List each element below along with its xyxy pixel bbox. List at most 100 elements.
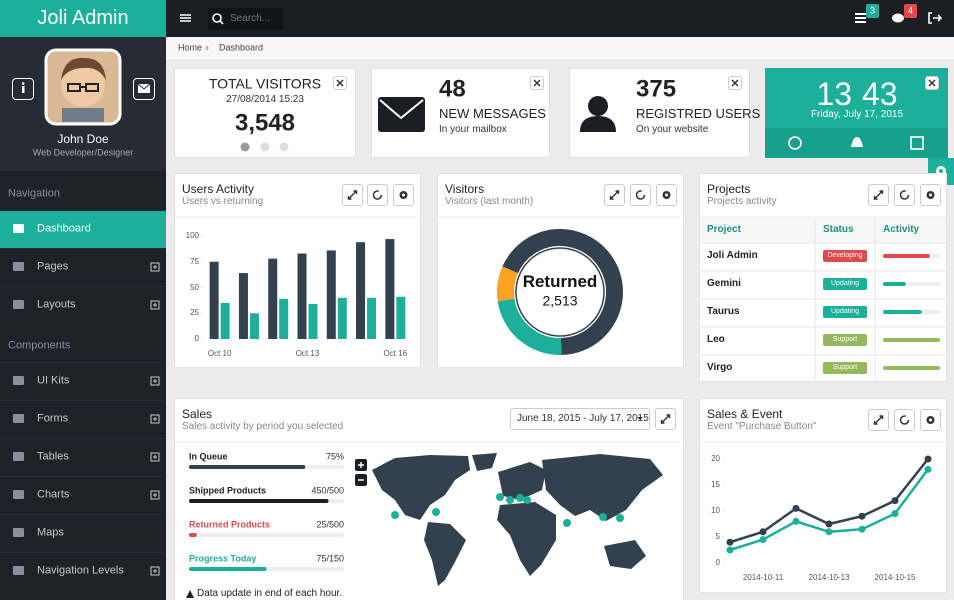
status-text: Updating xyxy=(830,279,860,287)
profile-info-button[interactable] xyxy=(12,78,34,100)
y-tick-label: 50 xyxy=(190,282,199,292)
clock-minutes: 43 xyxy=(862,75,898,112)
button-close[interactable] xyxy=(728,76,742,90)
panel-subtitle: Projects activity xyxy=(707,196,777,207)
panel-subtitle: Visitors (last month) xyxy=(445,196,534,207)
project-name: Joli Admin xyxy=(707,250,758,261)
button-refresh[interactable] xyxy=(894,409,915,431)
logo: Joli Admin xyxy=(37,7,129,29)
widget-title: REGISTRED USERS xyxy=(636,106,761,122)
x-tick-label: 2014-10-13 xyxy=(808,573,850,583)
nav-item-label: Pages xyxy=(37,260,69,273)
nav-item-label: Navigation Levels xyxy=(37,564,124,577)
donut-value: 2,513 xyxy=(542,292,578,309)
button-expand[interactable] xyxy=(604,184,625,206)
search-placeholder: Search... xyxy=(230,13,271,24)
widget-value: 3,548 xyxy=(234,109,296,137)
table-header: Project xyxy=(707,224,741,235)
panel-subtitle: Sales activity by period you selected xyxy=(182,421,344,432)
progress-value: 450/500 xyxy=(311,485,344,496)
nav-item[interactable] xyxy=(0,248,166,286)
progress-label: Shipped Products xyxy=(189,485,267,496)
nav-item[interactable] xyxy=(0,286,166,324)
y-tick-label: 20 xyxy=(711,454,720,464)
widget-subtitle: On your website xyxy=(636,124,709,135)
widget-title: NEW MESSAGES xyxy=(439,106,546,122)
x-tick-label: Oct 10 xyxy=(207,349,232,359)
breadcrumb-item: Dashboard xyxy=(219,42,264,53)
button-close[interactable] xyxy=(333,76,347,90)
table-header: Status xyxy=(823,224,854,235)
nav-item[interactable] xyxy=(0,400,166,438)
sales-note: Data update in end of each hour. xyxy=(197,588,343,599)
y-tick-label: 0 xyxy=(715,558,720,568)
donut-label: Returned xyxy=(522,271,598,291)
widget-title: TOTAL VISITORS xyxy=(208,75,322,92)
button-gear[interactable] xyxy=(656,184,677,206)
topbar xyxy=(166,0,954,37)
nav-item[interactable] xyxy=(0,514,166,552)
panel-subtitle: Users vs returning xyxy=(182,196,264,207)
project-name: Leo xyxy=(707,334,725,345)
nav-item-label: Maps xyxy=(37,526,64,539)
progress-value: 25/500 xyxy=(316,519,344,530)
button-close[interactable] xyxy=(925,76,939,90)
search-box[interactable] xyxy=(208,8,283,30)
panel-title: Users Activity xyxy=(182,181,255,196)
nav-section-title: Navigation xyxy=(8,187,60,200)
status-text: Updating xyxy=(830,307,860,315)
panel-subtitle: Event "Purchase Button" xyxy=(707,421,817,432)
x-tick-label: Oct 13 xyxy=(295,349,320,359)
panel-title: Sales xyxy=(182,406,213,421)
nav-item[interactable] xyxy=(0,438,166,476)
button-refresh[interactable] xyxy=(894,184,915,206)
button-expand[interactable] xyxy=(655,408,676,430)
y-tick-label: 10 xyxy=(711,506,720,516)
nav-item[interactable] xyxy=(0,362,166,400)
panel-title: Visitors xyxy=(445,181,485,196)
button-refresh[interactable] xyxy=(367,184,388,206)
widget-value: 375 xyxy=(636,75,677,103)
y-tick-label: 25 xyxy=(190,308,199,318)
logo-bar xyxy=(0,0,166,37)
clock-footer xyxy=(765,128,948,158)
button-expand[interactable] xyxy=(868,184,889,206)
button-gear[interactable] xyxy=(920,184,941,206)
project-name: Taurus xyxy=(707,306,740,317)
breadcrumb-item: Home xyxy=(178,42,203,53)
y-tick-label: 5 xyxy=(715,532,720,542)
nav-item[interactable] xyxy=(0,476,166,514)
button-gear[interactable] xyxy=(393,184,414,206)
button-expand[interactable] xyxy=(342,184,363,206)
nav-item-label: Charts xyxy=(37,488,70,501)
status-text: Support xyxy=(832,335,858,343)
progress-value: 75% xyxy=(325,451,344,462)
button-gear[interactable] xyxy=(920,409,941,431)
status-text: Support xyxy=(832,363,858,371)
y-tick-label: 75 xyxy=(190,256,199,266)
badge-count: 3 xyxy=(869,5,876,16)
widget-date: 27/08/2014 15:23 xyxy=(226,94,304,105)
project-name: Gemini xyxy=(707,278,741,289)
nav-item[interactable] xyxy=(0,210,166,248)
nav-section-title: Components xyxy=(8,339,71,352)
nav-item-label: Tables xyxy=(37,450,69,463)
nav-item[interactable] xyxy=(0,552,166,590)
x-tick-label: Oct 16 xyxy=(383,349,408,359)
nav-item-label: Layouts xyxy=(37,298,76,311)
progress-label: In Queue xyxy=(189,451,228,462)
y-tick-label: 100 xyxy=(185,231,199,241)
button-close[interactable] xyxy=(530,76,544,90)
button-refresh[interactable] xyxy=(630,184,651,206)
user-role: Web Developer/Designer xyxy=(32,147,134,158)
x-tick-label: 2014-10-15 xyxy=(874,573,916,583)
button-expand[interactable] xyxy=(868,409,889,431)
date-dropdown[interactable] xyxy=(510,408,650,430)
status-text: Developing xyxy=(827,251,863,259)
profile-mail-button[interactable] xyxy=(133,78,155,100)
panel-title: Projects xyxy=(707,181,751,196)
progress-label: Progress Today xyxy=(189,553,257,564)
nav-item-label: Dashboard xyxy=(37,222,91,235)
table-header: Activity xyxy=(883,224,920,235)
